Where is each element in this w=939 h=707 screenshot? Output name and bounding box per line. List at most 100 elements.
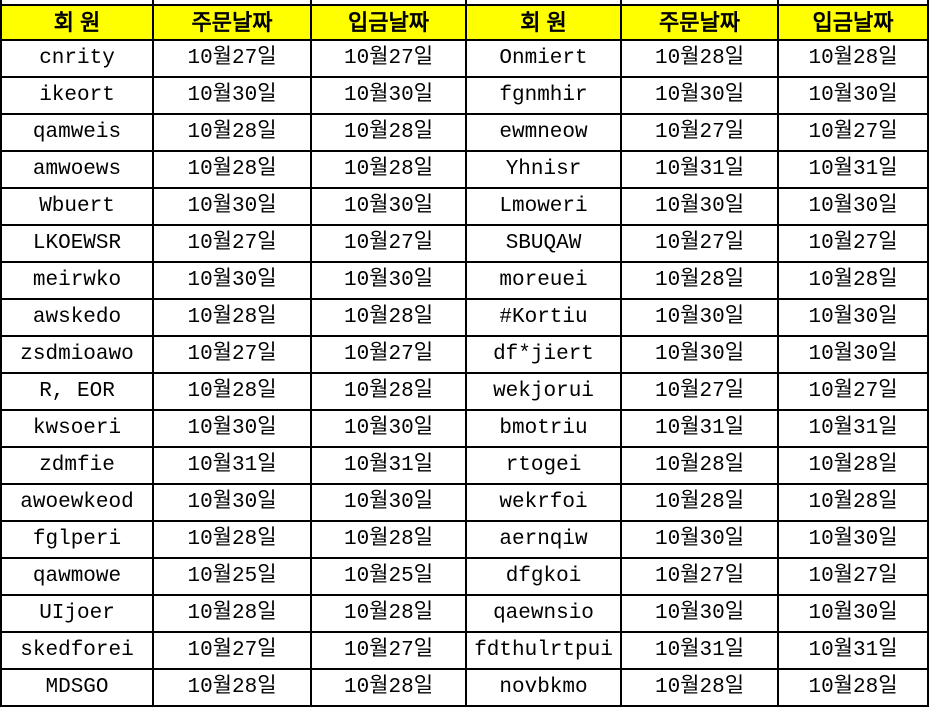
header-deposit-date-left[interactable]: 입금날짜 xyxy=(310,4,467,41)
deposit-date-cell[interactable]: 10월28일 xyxy=(310,150,467,189)
member-cell[interactable]: qaewnsio xyxy=(465,594,622,633)
order-date-cell[interactable]: 10월30일 xyxy=(620,594,779,633)
header-member-left[interactable]: 회 원 xyxy=(0,4,154,41)
deposit-date-cell[interactable]: 10월30일 xyxy=(310,409,467,448)
order-date-cell[interactable]: 10월30일 xyxy=(152,409,312,448)
member-cell[interactable]: aernqiw xyxy=(465,520,622,559)
deposit-date-cell[interactable]: 10월31일 xyxy=(310,446,467,485)
member-cell[interactable]: #Kortiu xyxy=(465,298,622,337)
deposit-date-cell[interactable]: 10월31일 xyxy=(777,150,929,189)
member-cell[interactable]: awoewkeod xyxy=(0,483,154,522)
deposit-date-cell[interactable]: 10월30일 xyxy=(777,335,929,374)
member-cell[interactable]: fglperi xyxy=(0,520,154,559)
deposit-date-cell[interactable]: 10월30일 xyxy=(777,298,929,337)
deposit-date-cell[interactable]: 10월30일 xyxy=(310,261,467,300)
deposit-date-cell[interactable]: 10월28일 xyxy=(310,520,467,559)
member-cell[interactable]: df*jiert xyxy=(465,335,622,374)
deposit-date-cell[interactable]: 10월30일 xyxy=(777,187,929,226)
member-cell[interactable]: MDSGO xyxy=(0,668,154,707)
member-cell[interactable]: novbkmo xyxy=(465,668,622,707)
member-cell[interactable]: zdmfie xyxy=(0,446,154,485)
deposit-date-cell[interactable]: 10월31일 xyxy=(777,631,929,670)
member-cell[interactable]: LKOEWSR xyxy=(0,224,154,263)
order-date-cell[interactable]: 10월30일 xyxy=(152,261,312,300)
member-cell[interactable]: qawmowe xyxy=(0,557,154,596)
member-cell[interactable]: UIjoer xyxy=(0,594,154,633)
order-date-cell[interactable]: 10월28일 xyxy=(620,483,779,522)
deposit-date-cell[interactable]: 10월28일 xyxy=(777,483,929,522)
deposit-date-cell[interactable]: 10월30일 xyxy=(310,76,467,115)
header-deposit-date-right[interactable]: 입금날짜 xyxy=(777,4,929,41)
member-cell[interactable]: kwsoeri xyxy=(0,409,154,448)
deposit-date-cell[interactable]: 10월30일 xyxy=(777,594,929,633)
deposit-date-cell[interactable]: 10월28일 xyxy=(310,668,467,707)
deposit-date-cell[interactable]: 10월28일 xyxy=(310,594,467,633)
deposit-date-cell[interactable]: 10월27일 xyxy=(777,224,929,263)
order-date-cell[interactable]: 10월27일 xyxy=(620,557,779,596)
order-date-cell[interactable]: 10월28일 xyxy=(152,594,312,633)
order-date-cell[interactable]: 10월31일 xyxy=(620,150,779,189)
member-cell[interactable]: skedforei xyxy=(0,631,154,670)
member-cell[interactable]: fdthulrtpui xyxy=(465,631,622,670)
order-date-cell[interactable]: 10월27일 xyxy=(620,372,779,411)
order-date-cell[interactable]: 10월31일 xyxy=(152,446,312,485)
order-date-cell[interactable]: 10월27일 xyxy=(152,631,312,670)
member-cell[interactable]: dfgkoi xyxy=(465,557,622,596)
deposit-date-cell[interactable]: 10월27일 xyxy=(310,224,467,263)
member-cell[interactable]: zsdmioawo xyxy=(0,335,154,374)
member-cell[interactable]: ikeort xyxy=(0,76,154,115)
deposit-date-cell[interactable]: 10월27일 xyxy=(777,372,929,411)
order-date-cell[interactable]: 10월27일 xyxy=(152,335,312,374)
deposit-date-cell[interactable]: 10월30일 xyxy=(310,187,467,226)
deposit-date-cell[interactable]: 10월27일 xyxy=(310,631,467,670)
order-date-cell[interactable]: 10월28일 xyxy=(152,113,312,152)
deposit-date-cell[interactable]: 10월28일 xyxy=(777,39,929,78)
order-date-cell[interactable]: 10월30일 xyxy=(620,187,779,226)
order-date-cell[interactable]: 10월28일 xyxy=(620,668,779,707)
order-date-cell[interactable]: 10월28일 xyxy=(152,298,312,337)
deposit-date-cell[interactable]: 10월30일 xyxy=(777,76,929,115)
order-date-cell[interactable]: 10월28일 xyxy=(152,668,312,707)
deposit-date-cell[interactable]: 10월28일 xyxy=(310,113,467,152)
deposit-date-cell[interactable]: 10월27일 xyxy=(777,557,929,596)
order-date-cell[interactable]: 10월30일 xyxy=(620,520,779,559)
deposit-date-cell[interactable]: 10월30일 xyxy=(310,483,467,522)
deposit-date-cell[interactable]: 10월28일 xyxy=(310,372,467,411)
member-cell[interactable]: Onmiert xyxy=(465,39,622,78)
member-cell[interactable]: rtogei xyxy=(465,446,622,485)
member-cell[interactable]: Lmoweri xyxy=(465,187,622,226)
deposit-date-cell[interactable]: 10월31일 xyxy=(777,409,929,448)
deposit-date-cell[interactable]: 10월28일 xyxy=(777,668,929,707)
member-cell[interactable]: bmotriu xyxy=(465,409,622,448)
deposit-date-cell[interactable]: 10월25일 xyxy=(310,557,467,596)
header-member-right[interactable]: 회 원 xyxy=(465,4,622,41)
member-cell[interactable]: fgnmhir xyxy=(465,76,622,115)
member-cell[interactable]: R, EOR xyxy=(0,372,154,411)
order-date-cell[interactable]: 10월30일 xyxy=(152,76,312,115)
member-cell[interactable]: awskedo xyxy=(0,298,154,337)
order-date-cell[interactable]: 10월28일 xyxy=(620,446,779,485)
order-date-cell[interactable]: 10월27일 xyxy=(620,113,779,152)
deposit-date-cell[interactable]: 10월27일 xyxy=(310,39,467,78)
member-cell[interactable]: wekjorui xyxy=(465,372,622,411)
member-cell[interactable]: cnrity xyxy=(0,39,154,78)
member-cell[interactable]: amwoews xyxy=(0,150,154,189)
header-order-date-right[interactable]: 주문날짜 xyxy=(620,4,779,41)
order-date-cell[interactable]: 10월30일 xyxy=(152,483,312,522)
order-date-cell[interactable]: 10월30일 xyxy=(620,76,779,115)
member-cell[interactable]: Yhnisr xyxy=(465,150,622,189)
order-date-cell[interactable]: 10월25일 xyxy=(152,557,312,596)
member-cell[interactable]: qamweis xyxy=(0,113,154,152)
member-cell[interactable]: meirwko xyxy=(0,261,154,300)
member-cell[interactable]: moreuei xyxy=(465,261,622,300)
deposit-date-cell[interactable]: 10월30일 xyxy=(777,520,929,559)
order-date-cell[interactable]: 10월28일 xyxy=(152,150,312,189)
order-date-cell[interactable]: 10월27일 xyxy=(620,224,779,263)
order-date-cell[interactable]: 10월30일 xyxy=(620,335,779,374)
deposit-date-cell[interactable]: 10월28일 xyxy=(777,261,929,300)
deposit-date-cell[interactable]: 10월27일 xyxy=(777,113,929,152)
deposit-date-cell[interactable]: 10월28일 xyxy=(310,298,467,337)
member-cell[interactable]: SBUQAW xyxy=(465,224,622,263)
header-order-date-left[interactable]: 주문날짜 xyxy=(152,4,312,41)
order-date-cell[interactable]: 10월30일 xyxy=(620,298,779,337)
